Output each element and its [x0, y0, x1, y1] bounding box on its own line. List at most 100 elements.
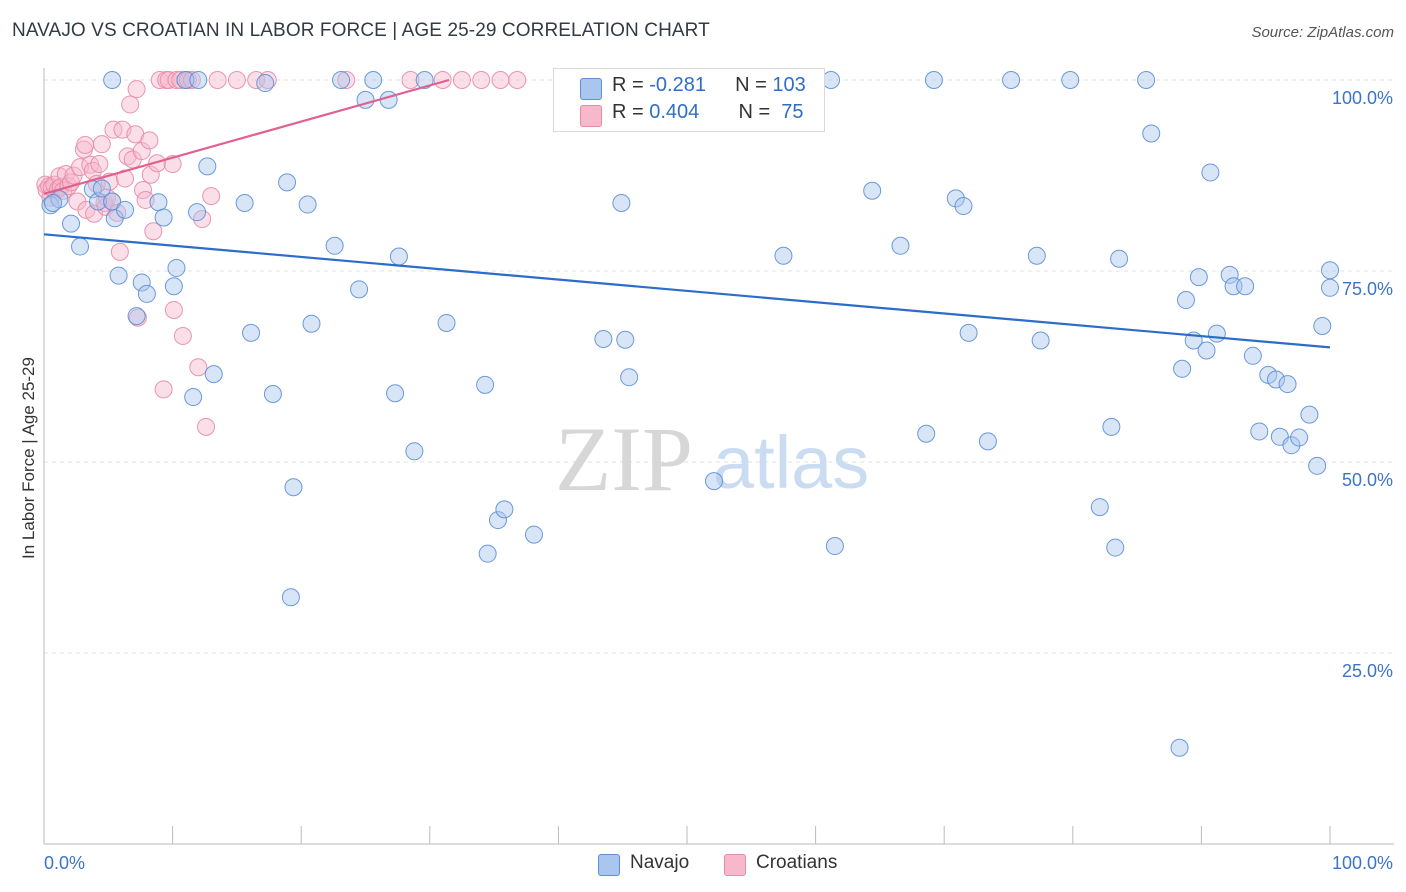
- navajo-point: [1321, 278, 1339, 297]
- navajo-points: [41, 71, 1339, 757]
- croatians-swatch: [580, 105, 602, 127]
- navajo-point: [154, 208, 173, 227]
- croatians-point: [141, 165, 160, 184]
- navajo-legend-label: Navajo: [630, 852, 690, 873]
- navajo-point: [1002, 71, 1021, 89]
- navajo-point: [705, 472, 724, 491]
- croatians-point: [202, 187, 221, 206]
- navajo-point: [1102, 417, 1121, 436]
- croatians-r-value: 0.404: [649, 101, 700, 123]
- y-tick-label: 75.0%: [1342, 279, 1393, 299]
- navajo-point: [1220, 265, 1239, 284]
- navajo-point: [1061, 71, 1080, 89]
- croatians-point: [227, 71, 246, 89]
- navajo-point: [1313, 317, 1332, 336]
- navajo-point: [1207, 324, 1226, 343]
- croatians-point: [189, 358, 208, 377]
- navajo-point: [127, 307, 146, 326]
- navajo-point: [149, 193, 168, 212]
- navajo-point: [954, 197, 973, 216]
- navajo-point: [959, 323, 978, 342]
- navajo-point: [389, 247, 408, 266]
- navajo-point: [184, 388, 203, 407]
- croatians-point: [121, 95, 140, 114]
- navajo-point: [405, 442, 424, 461]
- trend-lines: [43, 78, 1331, 349]
- navajo-point: [364, 71, 383, 89]
- navajo-point: [284, 478, 303, 497]
- navajo-point: [263, 385, 282, 404]
- navajo-n-value: 103: [772, 74, 806, 96]
- navajo-point: [176, 71, 195, 89]
- croatians-points: [36, 71, 527, 436]
- navajo-point: [1197, 341, 1216, 360]
- croatians-point: [92, 135, 111, 154]
- source-credit: Source: ZipAtlas.com: [1251, 24, 1394, 41]
- croatians-point: [508, 71, 527, 89]
- navajo-point: [103, 71, 122, 89]
- navajo-point: [495, 500, 514, 519]
- navajo-point: [332, 71, 351, 89]
- navajo-point: [1243, 346, 1262, 365]
- navajo-point: [62, 214, 81, 233]
- navajo-point: [281, 588, 300, 607]
- navajo-point: [242, 323, 261, 342]
- navajo-point: [1300, 405, 1319, 424]
- croatians-point: [491, 71, 510, 89]
- navajo-point: [204, 365, 223, 384]
- croatians-point: [173, 326, 192, 345]
- navajo-point: [1176, 291, 1195, 310]
- y-tick-label: 100.0%: [1332, 88, 1393, 108]
- croatians-point: [104, 120, 123, 139]
- navajo-point: [1173, 359, 1192, 378]
- croatians-point: [110, 242, 129, 261]
- navajo-point: [1201, 163, 1220, 182]
- navajo-point: [350, 280, 369, 299]
- croatians-point: [452, 71, 471, 89]
- y-axis-label: In Labor Force | Age 25-29: [19, 357, 38, 559]
- navajo-point: [116, 200, 135, 219]
- croatians-point: [154, 380, 173, 399]
- navajo-point: [278, 173, 297, 192]
- croatians-point: [127, 80, 146, 99]
- navajo-point: [620, 368, 639, 387]
- x-tick-label: 100.0%: [1332, 853, 1393, 873]
- navajo-point: [524, 525, 543, 544]
- navajo-point: [1250, 422, 1269, 441]
- navajo-point: [917, 424, 936, 443]
- navajo-point: [1321, 261, 1339, 280]
- navajo-point: [437, 313, 456, 332]
- croatians-point: [90, 155, 109, 174]
- navajo-point: [1266, 370, 1285, 389]
- navajo-swatch: [580, 78, 602, 100]
- navajo-point: [774, 246, 793, 265]
- navajo-trend-line: [43, 233, 1331, 349]
- navajo-point: [44, 194, 63, 213]
- croatians-point: [197, 417, 216, 436]
- croatians-n-label: N =: [738, 101, 776, 123]
- navajo-point: [476, 375, 495, 394]
- y-tick-label: 25.0%: [1342, 661, 1393, 681]
- navajo-point: [1278, 375, 1297, 394]
- croatians-point: [208, 71, 227, 89]
- navajo-point: [1137, 71, 1156, 89]
- navajo-point: [1189, 268, 1208, 287]
- gridlines: [44, 79, 1394, 654]
- croatians-r-label: R =: [612, 101, 650, 123]
- navajo-point: [1290, 428, 1309, 447]
- croatians-point: [472, 71, 491, 89]
- croatians-trend-line: [43, 78, 450, 195]
- navajo-point: [379, 90, 398, 109]
- navajo-point: [189, 71, 208, 89]
- navajo-point: [822, 71, 841, 89]
- navajo-point: [488, 511, 507, 530]
- stats-legend: R = -0.281 N = 103 R = 0.404 N = 75: [553, 68, 825, 132]
- navajo-point: [1282, 436, 1301, 455]
- navajo-point: [256, 74, 275, 93]
- navajo-point: [1170, 738, 1189, 757]
- croatians-legend-swatch: [724, 854, 746, 876]
- navajo-point: [1308, 456, 1327, 475]
- navajo-point: [1090, 498, 1109, 517]
- x-tick-label: 0.0%: [44, 853, 85, 873]
